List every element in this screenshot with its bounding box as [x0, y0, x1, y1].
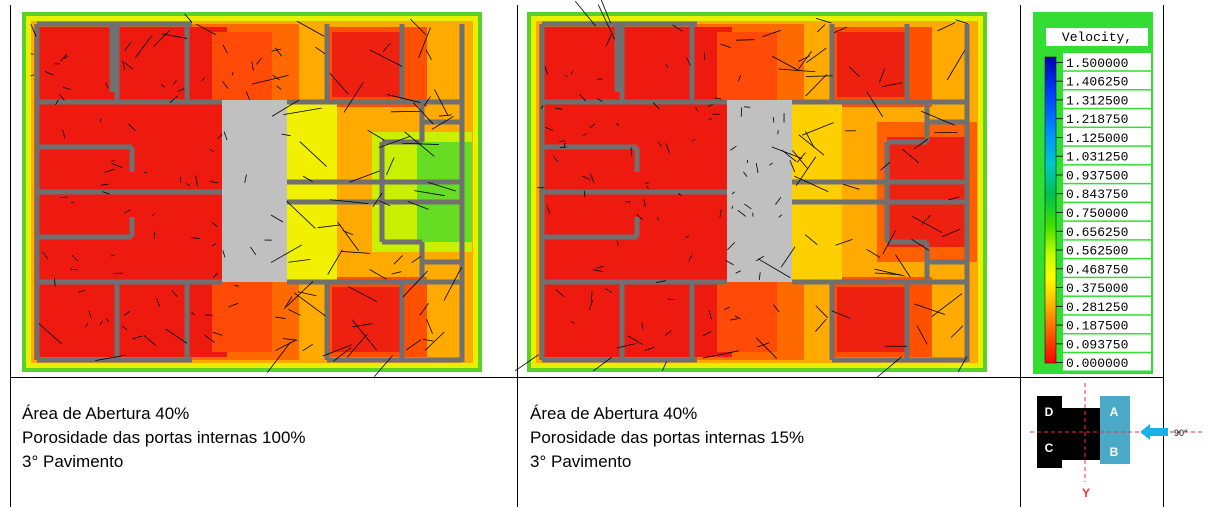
velocity-legend: Velocity, 1.500000 1.406250 1.312500 1.2187…: [1033, 12, 1153, 374]
core: [222, 100, 287, 282]
legend-value: 1.031250: [1066, 150, 1128, 165]
caption-line: 3° Pavimento: [530, 452, 631, 471]
field: [887, 137, 967, 247]
legend-value: 0.000000: [1066, 356, 1128, 371]
core: [727, 100, 792, 282]
captions: Área de Abertura 40% Porosidade das porta…: [22, 404, 804, 471]
legend-value: 0.375000: [1066, 281, 1128, 296]
field: [212, 282, 272, 352]
legend-value: 1.218750: [1066, 112, 1128, 127]
field: [287, 102, 337, 282]
legend-value: 0.656250: [1066, 225, 1128, 240]
caption-line: Área de Abertura 40%: [22, 404, 189, 423]
legend-value: 0.093750: [1066, 337, 1128, 352]
legend-value: 0.281250: [1066, 300, 1128, 315]
orientation-diagram: D C A B 90° Y: [1030, 383, 1205, 500]
legend-value: 0.187500: [1066, 319, 1128, 334]
legend-value: 1.125000: [1066, 131, 1128, 146]
page: Velocity, 1.500000 1.406250 1.312500 1.2187…: [0, 0, 1209, 507]
legend-value: 0.843750: [1066, 187, 1128, 202]
block-label: B: [1110, 445, 1119, 459]
legend-value: 1.500000: [1066, 56, 1128, 71]
caption-line: Área de Abertura 40%: [530, 404, 697, 423]
field: [837, 32, 907, 97]
legend-value: 0.750000: [1066, 206, 1128, 221]
field: [212, 32, 272, 102]
legend-value: 1.312500: [1066, 93, 1128, 108]
field: [837, 287, 907, 352]
block-label: D: [1045, 405, 1054, 419]
figure-table: Velocity, 1.500000 1.406250 1.312500 1.2187…: [0, 0, 1209, 507]
legend-value: 0.937500: [1066, 168, 1128, 183]
vector: [736, 40, 754, 41]
legend-value: 1.406250: [1066, 75, 1128, 90]
field: [717, 32, 777, 102]
cfd-plan: [515, 0, 987, 378]
legend-value: 0.468750: [1066, 262, 1128, 277]
field: [717, 282, 777, 352]
legend-value: 0.562500: [1066, 244, 1128, 259]
caption-line: Porosidade das portas internas 15%: [530, 428, 804, 447]
cfd-plan: [22, 12, 482, 377]
legend-title: Velocity,: [1062, 30, 1132, 45]
axis-label: Y: [1082, 486, 1090, 500]
caption-line: Porosidade das portas internas 100%: [22, 428, 306, 447]
vector: [704, 53, 705, 60]
block-label: A: [1110, 405, 1119, 419]
block-label: C: [1045, 441, 1054, 455]
wind-angle: 90°: [1174, 428, 1188, 438]
caption-line: 3° Pavimento: [22, 452, 123, 471]
